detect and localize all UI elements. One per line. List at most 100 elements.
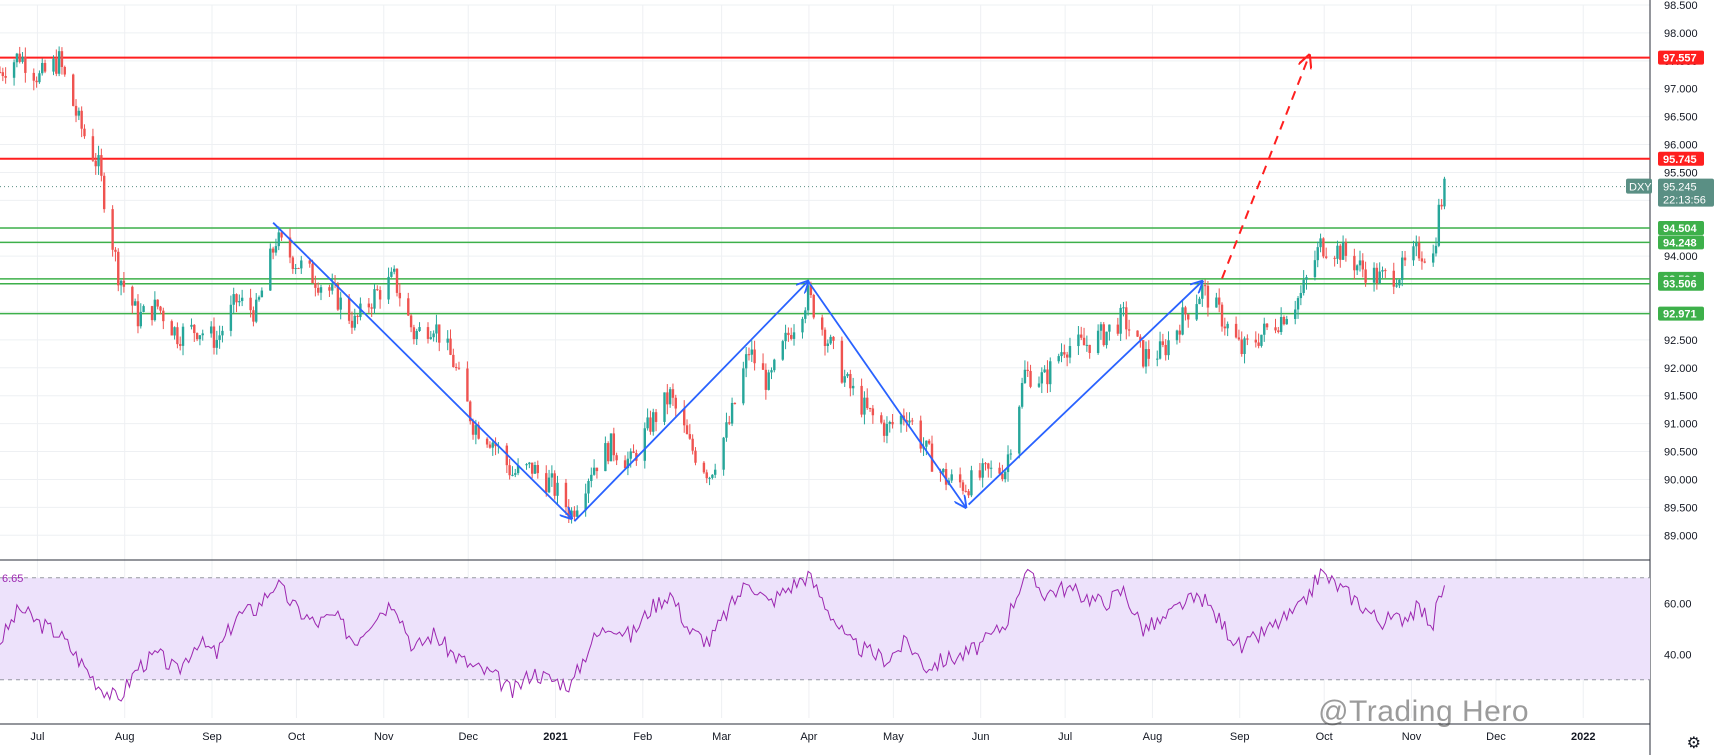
- candle-body: [691, 438, 694, 451]
- candle-body: [1080, 334, 1083, 338]
- level-tag-label: 95.745: [1663, 154, 1697, 166]
- candle-body: [1144, 349, 1148, 367]
- candle-body: [573, 510, 576, 517]
- candle-body: [55, 58, 58, 74]
- price-tick-label: 94.000: [1664, 251, 1698, 263]
- candle-body: [255, 299, 258, 322]
- candle-body: [454, 367, 458, 369]
- candle-body: [1265, 323, 1269, 328]
- candle-body: [331, 283, 334, 291]
- watermark-text: @Trading Hero: [1318, 695, 1529, 728]
- candle-body: [277, 232, 280, 247]
- candle-body: [989, 467, 993, 469]
- candle-body: [12, 62, 16, 78]
- candle-body: [694, 450, 697, 463]
- candle-body: [294, 268, 297, 270]
- candle-body: [1063, 352, 1066, 355]
- candle-body: [452, 354, 455, 368]
- candle-body: [1122, 307, 1125, 309]
- candle-body: [806, 285, 810, 311]
- candle-body: [378, 290, 382, 300]
- candle-body: [1147, 349, 1151, 359]
- level-tag-label: 97.557: [1663, 53, 1697, 65]
- candle-body: [1440, 204, 1443, 207]
- candle-body: [412, 327, 416, 340]
- candle-body: [508, 465, 511, 476]
- candle-body: [1341, 242, 1345, 260]
- candle-body: [1378, 271, 1381, 284]
- candle-body: [882, 422, 886, 436]
- candle-body: [849, 373, 852, 389]
- candle-body: [1220, 304, 1224, 327]
- price-tick-label: 92.000: [1664, 363, 1698, 375]
- current-price-tag: [1658, 178, 1714, 207]
- candle-body: [387, 276, 390, 300]
- candle-body: [201, 333, 204, 336]
- candle-body: [829, 336, 832, 344]
- candle-body: [626, 458, 630, 469]
- candle-body: [328, 287, 331, 291]
- candle-body: [964, 490, 967, 492]
- candle-body: [1116, 324, 1120, 334]
- price-tick-label: 90.000: [1664, 474, 1698, 486]
- candle-body: [1020, 383, 1024, 407]
- candle-body: [1187, 314, 1190, 320]
- candle-body: [63, 67, 66, 75]
- candle-body: [1395, 285, 1398, 287]
- candle-body: [871, 408, 875, 416]
- candle-body: [373, 289, 376, 309]
- candle-body: [316, 287, 320, 293]
- candle-body: [1274, 327, 1277, 331]
- candle-body: [812, 295, 815, 318]
- candle-body: [1443, 178, 1446, 207]
- candle-body: [1156, 358, 1159, 360]
- candle-body: [297, 268, 300, 270]
- date-tick-label: May: [883, 731, 904, 743]
- candle-body: [311, 263, 314, 284]
- candle-body: [300, 260, 303, 269]
- candle-body: [274, 246, 278, 253]
- candle-body: [1434, 245, 1438, 254]
- date-tick-label: Sep: [202, 731, 222, 743]
- candle-body: [942, 469, 945, 473]
- level-tag: [1658, 306, 1704, 321]
- settings-gear-icon[interactable]: ⚙: [1686, 735, 1701, 752]
- candle-body: [376, 289, 379, 291]
- candle-body: [21, 56, 24, 62]
- candle-body: [1226, 323, 1229, 329]
- candle-body: [550, 473, 554, 478]
- candle-body: [308, 260, 311, 264]
- candle-body: [1423, 261, 1426, 263]
- candle-body: [240, 297, 244, 302]
- candle-body: [1299, 292, 1303, 299]
- price-tick-label: 98.500: [1664, 0, 1698, 12]
- candle-body: [218, 335, 221, 340]
- price-tick-label: 89.500: [1664, 502, 1698, 514]
- level-tag-label: 93.506: [1663, 279, 1697, 291]
- candle-body: [1141, 340, 1145, 367]
- candle-body: [925, 440, 928, 447]
- rsi-value-label: 6.65: [2, 573, 23, 585]
- candle-body: [1065, 354, 1069, 358]
- trend-line: [807, 280, 966, 507]
- candle-body: [1105, 331, 1108, 346]
- candle-body: [469, 401, 472, 422]
- candle-body: [181, 326, 185, 346]
- candle-body: [485, 438, 489, 445]
- candle-body: [1412, 246, 1415, 261]
- candle-body: [728, 422, 731, 424]
- date-tick-label: Dec: [458, 731, 478, 743]
- candle-body: [846, 373, 849, 377]
- candle-body: [80, 110, 83, 129]
- candle-body: [1046, 369, 1049, 385]
- candle-body: [57, 51, 61, 74]
- candle-body: [415, 330, 418, 340]
- candle-body: [122, 280, 126, 287]
- candle-body: [170, 321, 173, 336]
- candle-body: [576, 510, 579, 517]
- candle-body: [176, 327, 179, 345]
- candle-body: [1096, 330, 1100, 353]
- level-tag: [1658, 235, 1704, 250]
- candle-body: [888, 422, 891, 424]
